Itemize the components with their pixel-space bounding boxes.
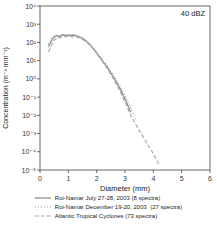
y-tick-label: 10⁻⁴ [22,148,37,155]
x-tick [210,170,211,173]
x-tick [153,170,154,173]
x-tick-label: 1 [66,175,70,182]
x-tick-label: 3 [123,175,127,182]
x-tick [125,170,126,173]
y-tick [37,42,40,43]
y-tick-label: 10⁻¹ [22,94,36,101]
y-tick [37,151,40,152]
y-tick [37,115,40,116]
y-axis: 10⁻⁵ 10⁻⁴ 10⁻³ 10⁻² 10⁻¹ 10⁰ 10¹ 10² 10³ 10⁴ [22,3,41,174]
x-tick [68,170,69,173]
plot-frame [40,6,210,170]
x-tick-label: 2 [95,175,99,182]
y-tick-label: 10¹ [26,57,37,64]
y-tick-label: 10⁻³ [22,130,36,137]
x-tick-label: 5 [180,175,184,182]
y-tick [37,24,40,25]
legend-label: Roi-Namar December 19-20, 2003 (27 spect… [55,204,182,210]
legend-label: Atlantic Tropical Cyclones (73 spectra) [55,213,157,219]
y-tick [37,97,40,98]
x-tick [181,170,182,173]
y-tick-label: 10⁻² [22,112,36,119]
legend-swatch [35,215,51,216]
x-tick-label: 0 [38,175,42,182]
y-axis-label: Concentration (m⁻³ mm⁻¹) [2,47,10,129]
y-tick-label: 10⁴ [25,3,36,10]
y-tick-label: 10⁰ [25,75,36,82]
legend: Roi-Namar July 27-28, 2003 (8 spectra) Ro… [35,195,182,219]
x-tick-label: 4 [151,175,155,182]
chart: 0 1 2 3 4 5 6 Diameter (mm) 10⁻⁵ 10⁻⁴ 10⁻³ 10⁻² 10⁻¹… [0,0,217,231]
x-axis-label: Diameter (mm) [100,184,151,193]
y-tick-label: 10² [26,39,37,46]
y-tick [37,170,40,171]
annotation: 40 dBZ [181,9,206,18]
y-tick [37,133,40,134]
legend-label: Roi-Namar July 27-28, 2003 (8 spectra) [55,195,160,201]
plot-area [49,34,160,164]
x-tick [96,170,97,173]
series-line [49,35,131,112]
legend-swatch [35,197,51,198]
y-tick [37,6,40,7]
x-tick-label: 6 [208,175,212,182]
y-tick [37,60,40,61]
x-tick [40,170,41,173]
x-axis: 0 1 2 3 4 5 6 [38,170,212,182]
legend-swatch [35,206,51,207]
y-tick-label: 10⁻⁵ [22,167,36,174]
y-tick [37,78,40,79]
y-tick-label: 10³ [26,21,37,28]
series-line [49,36,160,164]
